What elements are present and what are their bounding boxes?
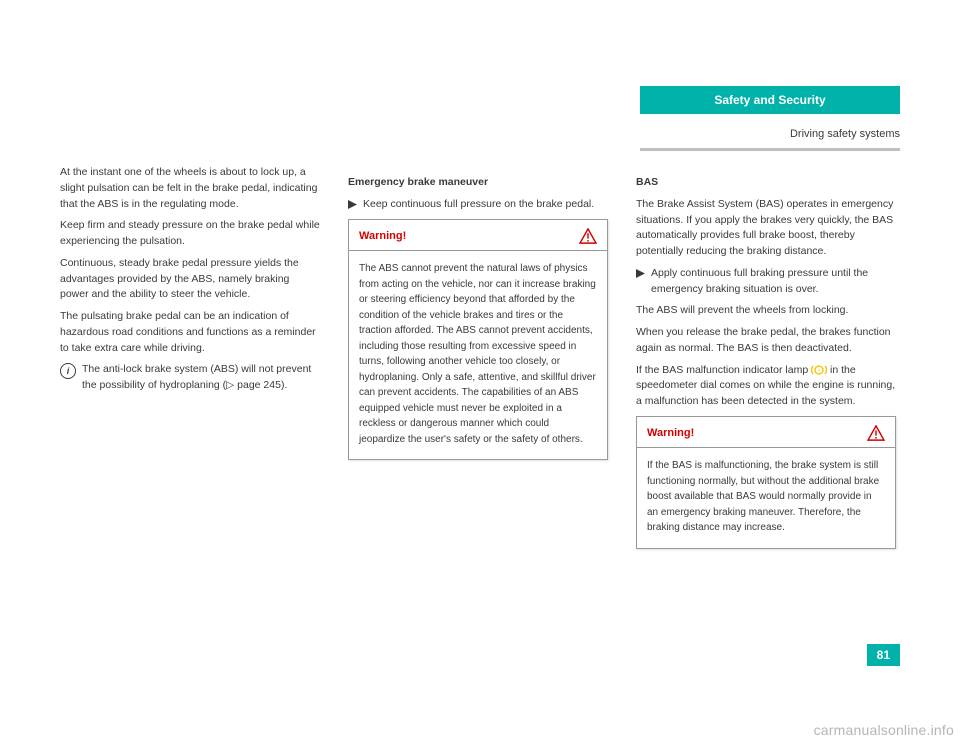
arrow-icon [348,200,357,209]
subheading: Emergency brake maneuver [348,175,608,191]
body-text: The pulsating brake pedal can be an indi… [60,309,320,356]
instruction-text: Keep continuous full pressure on the bra… [363,197,594,213]
arrow-icon [636,269,645,278]
body-text: At the instant one of the wheels is abou… [60,165,320,212]
content-columns: At the instant one of the wheels is abou… [60,50,900,549]
tip-text: The anti-lock brake system (ABS) will no… [82,362,320,394]
page-number: 81 [867,644,900,666]
chapter-banner: Safety and Security [640,86,900,114]
instruction-item: Apply continuous full braking pressure u… [636,266,896,298]
svg-text:!: ! [818,368,820,373]
body-text: Keep firm and steady pressure on the bra… [60,218,320,250]
warning-header: Warning! [349,220,607,252]
body-text: The Brake Assist System (BAS) operates i… [636,197,896,260]
warning-body: The ABS cannot prevent the natural laws … [349,251,607,459]
warning-triangle-icon [579,228,597,244]
warning-box: Warning! If the BAS is malfunctioning, t… [636,416,896,549]
body-text: Continuous, steady brake pedal pressure … [60,256,320,303]
section-title: Driving safety systems [640,128,900,144]
warning-title: Warning! [359,228,406,245]
body-text: When you release the brake pedal, the br… [636,325,896,357]
bas-lamp-icon: ! [811,364,827,376]
body-text: If the BAS malfunction indicator lamp ! … [636,363,896,410]
column-2: Emergency brake maneuver Keep continuous… [348,165,608,549]
manual-page: Safety and Security Driving safety syste… [60,50,900,670]
warning-title: Warning! [647,425,694,442]
watermark: carmanualsonline.info [814,722,954,738]
warning-box: Warning! The ABS cannot prevent the natu… [348,219,608,461]
instruction-text: Apply continuous full braking pressure u… [651,266,896,298]
bas-heading: BAS [636,175,896,191]
body-text: The ABS will prevent the wheels from loc… [636,303,896,319]
info-tip: i The anti-lock brake system (ABS) will … [60,362,320,394]
column-1: At the instant one of the wheels is abou… [60,165,320,549]
instruction-item: Keep continuous full pressure on the bra… [348,197,608,213]
info-icon: i [60,363,76,379]
column-3: BAS The Brake Assist System (BAS) operat… [636,165,896,549]
warning-body: If the BAS is malfunctioning, the brake … [637,448,895,548]
warning-header: Warning! [637,417,895,449]
warning-triangle-icon [867,425,885,441]
section-rule [640,148,900,151]
